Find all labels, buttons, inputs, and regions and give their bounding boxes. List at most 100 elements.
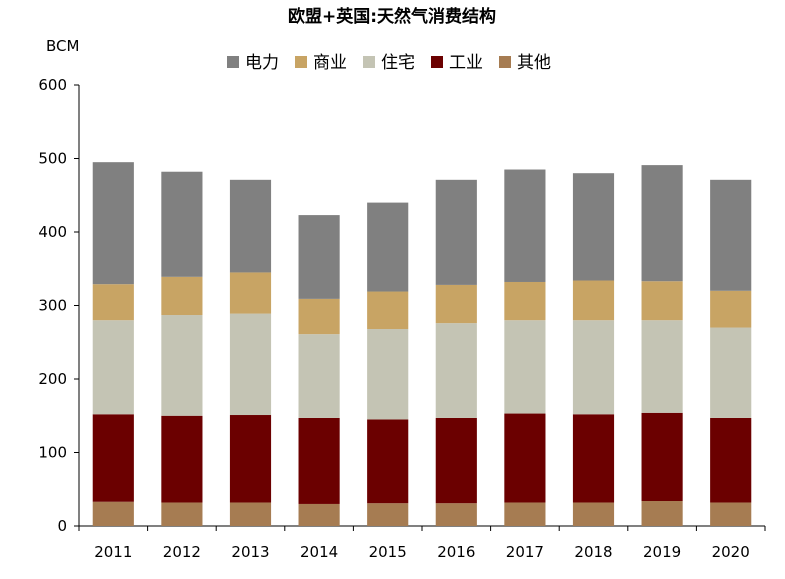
bar-segment	[572, 414, 615, 503]
bar-segment	[92, 284, 134, 321]
bar-stack	[710, 179, 752, 526]
y-tick-label: 400	[38, 223, 67, 241]
y-tick-label: 0	[57, 517, 67, 535]
bar-stack	[435, 179, 477, 526]
bar-segment	[367, 503, 409, 526]
bar-segment	[435, 284, 477, 324]
bar-segment	[367, 419, 409, 504]
bar-stack	[367, 202, 409, 526]
x-tick-label: 2016	[437, 543, 475, 561]
bar-stack	[161, 171, 203, 526]
legend-item: 商业	[295, 53, 347, 73]
bar-stack	[504, 169, 546, 526]
legend-swatch	[363, 56, 375, 68]
bar-segment	[92, 501, 134, 526]
bar-segment	[504, 281, 546, 321]
bar-segment	[435, 179, 477, 285]
bar-segment	[229, 313, 272, 416]
x-tick-label: 2019	[643, 543, 681, 561]
bar-segment	[161, 315, 203, 416]
bar-segment	[641, 501, 683, 526]
bar-segment	[161, 171, 203, 277]
bar-stack	[641, 165, 683, 526]
bar-segment	[161, 276, 203, 316]
x-axis: 2011 2012 2013 2014 2015 2016 2017 2018 2019 2020	[78, 525, 766, 561]
bar-segment	[572, 502, 615, 526]
y-axis-unit-label: BCM	[46, 37, 79, 55]
bar-segment	[710, 327, 752, 418]
x-tick-label: 2017	[506, 543, 544, 561]
bar-segment	[229, 179, 272, 273]
bar-segment	[641, 320, 683, 413]
bar-segment	[710, 290, 752, 328]
legend-item: 电力	[227, 53, 279, 73]
bar-segment	[229, 502, 272, 526]
bar-segment	[572, 173, 615, 281]
legend-item: 工业	[431, 53, 483, 73]
y-tick-label: 500	[38, 150, 67, 168]
bar-segment	[641, 281, 683, 321]
legend-item: 其他	[499, 53, 551, 73]
legend-label: 工业	[449, 53, 483, 73]
bar-segment	[435, 323, 477, 418]
bar-segment	[504, 502, 546, 526]
bar-segment	[92, 414, 134, 502]
bar-segment	[161, 415, 203, 503]
bar-segment	[298, 503, 340, 526]
x-tick-label: 2012	[163, 543, 201, 561]
legend-swatch	[499, 56, 511, 68]
bar-segment	[572, 320, 615, 415]
bar-segment	[298, 215, 340, 299]
chart-title: 欧盟+英国:天然气消费结构	[288, 6, 496, 27]
y-axis: 0 100 200 300 400 500 600	[38, 76, 80, 535]
bar-stack	[572, 173, 615, 526]
legend: 电力 商业 住宅 工业 其他	[227, 53, 551, 73]
legend-item: 住宅	[363, 53, 415, 73]
legend-label: 电力	[245, 53, 279, 73]
x-tick-label: 2020	[712, 543, 750, 561]
bar-segment	[710, 417, 752, 503]
bar-stack	[229, 179, 272, 526]
bar-segment	[92, 162, 134, 285]
bar-segment	[710, 502, 752, 526]
bar-segment	[298, 334, 340, 418]
bar-segment	[710, 179, 752, 291]
y-tick-label: 300	[38, 297, 67, 315]
bar-segment	[504, 320, 546, 414]
bar-segment	[504, 169, 546, 282]
bar-segment	[435, 503, 477, 526]
legend-swatch	[431, 56, 443, 68]
x-tick-label: 2015	[369, 543, 407, 561]
bars	[92, 162, 752, 526]
bar-segment	[641, 412, 683, 502]
bar-stack	[92, 162, 134, 526]
bar-segment	[572, 280, 615, 321]
bar-segment	[367, 329, 409, 420]
x-tick-label: 2011	[94, 543, 132, 561]
x-tick-label: 2014	[300, 543, 338, 561]
bar-segment	[435, 417, 477, 504]
y-tick-label: 200	[38, 370, 67, 388]
legend-label: 其他	[517, 53, 551, 73]
bar-segment	[229, 272, 272, 314]
bar-segment	[504, 413, 546, 503]
bar-segment	[641, 165, 683, 282]
bar-segment	[229, 415, 272, 503]
bar-segment	[92, 320, 134, 415]
y-tick-label: 600	[38, 76, 67, 94]
x-tick-label: 2018	[574, 543, 612, 561]
bar-segment	[298, 417, 340, 504]
legend-swatch	[295, 56, 307, 68]
bar-segment	[161, 502, 203, 526]
legend-label: 住宅	[381, 53, 415, 73]
legend-label: 商业	[313, 53, 347, 73]
x-tick-label: 2013	[231, 543, 269, 561]
legend-swatch	[227, 56, 239, 68]
bar-stack	[298, 215, 340, 526]
bar-segment	[367, 202, 409, 292]
y-tick-label: 100	[38, 444, 67, 462]
bar-segment	[367, 291, 409, 330]
bar-segment	[298, 298, 340, 335]
